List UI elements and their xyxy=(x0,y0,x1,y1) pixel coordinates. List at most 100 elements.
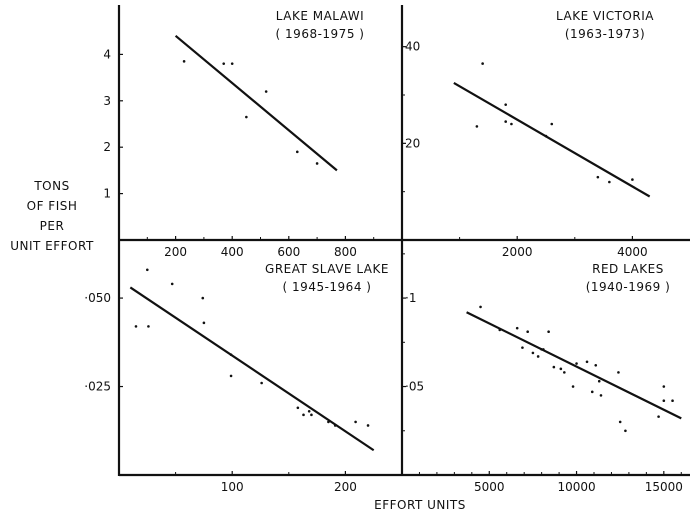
data-point xyxy=(479,305,482,309)
x-tick-label: 100 xyxy=(221,480,244,494)
data-point xyxy=(563,371,566,374)
data-point xyxy=(229,374,233,378)
data-point xyxy=(544,134,548,138)
data-point xyxy=(547,330,550,333)
data-point xyxy=(597,379,601,383)
y-tick-label: ·025 xyxy=(84,380,111,394)
data-point xyxy=(182,60,186,63)
data-point xyxy=(608,180,611,184)
x-tick-label: 400 xyxy=(221,245,244,259)
panel-red-lakes: RED LAKES (1940-1969 ) 5000 10000 15000 ·05 ·1 xyxy=(402,253,683,494)
panel-subtitle: ( 1945-1964 ) xyxy=(283,280,372,294)
x-axis-label: EFFORT UNITS xyxy=(374,498,466,512)
y-tick-label: 2 xyxy=(103,140,111,154)
y-label-line-2: OF FISH xyxy=(26,199,78,213)
data-point xyxy=(481,62,484,65)
data-point xyxy=(585,360,589,364)
data-point xyxy=(515,326,519,330)
panel-subtitle: (1940-1969 ) xyxy=(586,280,671,294)
data-point xyxy=(475,125,479,128)
data-point xyxy=(596,175,600,179)
panel-title: LAKE VICTORIA xyxy=(556,9,654,23)
x-tick-label: 5000 xyxy=(474,480,505,494)
panel-lake-victoria: LAKE VICTORIA (1963-1973) 2000 4000 20 40 xyxy=(402,9,654,259)
data-point xyxy=(307,410,311,413)
data-point xyxy=(631,178,634,181)
data-point xyxy=(618,420,622,424)
data-point xyxy=(147,325,150,328)
data-point xyxy=(222,62,226,65)
data-point xyxy=(617,371,620,374)
x-tick-label: 4000 xyxy=(617,245,648,259)
x-tick-label: 10000 xyxy=(557,480,595,494)
panel-lake-malawi: LAKE MALAWI ( 1968-1975 ) 200 400 600 800 1 2 3 4 xyxy=(103,9,375,259)
data-point xyxy=(671,399,674,402)
trend-line xyxy=(453,81,651,198)
y-tick-label: 1 xyxy=(103,187,111,201)
y-tick-label: ·1 xyxy=(405,291,416,305)
panel-title: GREAT SLAVE LAKE xyxy=(265,262,389,276)
panel-great-slave-lake: GREAT SLAVE LAKE ( 1945-1964 ) 100 200 ·025 ·… xyxy=(84,262,389,494)
panel-title: LAKE MALAWI xyxy=(276,9,364,23)
data-point xyxy=(315,162,319,165)
data-point xyxy=(657,415,660,418)
data-point xyxy=(260,381,263,385)
data-point xyxy=(559,367,563,371)
data-point xyxy=(521,346,524,349)
data-point xyxy=(594,364,598,367)
panel-subtitle: ( 1968-1975 ) xyxy=(276,27,365,41)
data-point xyxy=(504,103,507,106)
data-point xyxy=(170,282,174,286)
data-point xyxy=(662,399,666,402)
data-point xyxy=(295,150,299,154)
data-point xyxy=(245,115,248,119)
data-point xyxy=(333,424,337,427)
trend-line xyxy=(129,286,375,452)
y-tick-label: ·050 xyxy=(84,291,111,305)
y-tick-label: 40 xyxy=(405,40,420,54)
x-tick-label: 15000 xyxy=(645,480,683,494)
x-tick-label: 200 xyxy=(334,480,357,494)
data-point xyxy=(202,321,206,325)
data-point xyxy=(230,62,234,65)
y-tick-label: 20 xyxy=(405,136,420,150)
axes-frame xyxy=(117,5,690,477)
trend-line xyxy=(466,311,682,420)
data-point xyxy=(134,325,138,328)
data-point xyxy=(510,122,513,126)
data-point xyxy=(296,406,300,410)
data-point xyxy=(302,413,305,417)
x-tick-label: 600 xyxy=(277,245,300,259)
y-tick-label: ·05 xyxy=(405,380,424,394)
x-tick-label: 2000 xyxy=(502,245,533,259)
data-point xyxy=(264,90,268,93)
x-tick-label: 800 xyxy=(334,245,357,259)
data-point xyxy=(504,120,507,123)
data-point xyxy=(662,385,666,388)
y-tick-label: 3 xyxy=(103,94,111,108)
data-point xyxy=(599,394,603,397)
y-axis-label: TONS OF FISH PER UNIT EFFORT xyxy=(0,176,104,256)
data-point xyxy=(552,365,556,369)
data-point xyxy=(624,429,627,433)
data-point xyxy=(229,353,233,356)
data-point xyxy=(571,385,575,388)
data-point xyxy=(498,328,502,332)
data-point xyxy=(542,348,545,351)
data-point xyxy=(201,296,205,300)
data-point xyxy=(536,355,540,358)
y-label-line-1: TONS xyxy=(34,179,70,193)
panel-title: RED LAKES xyxy=(592,262,664,276)
data-point xyxy=(526,330,529,333)
panel-subtitle: (1963-1973) xyxy=(565,27,645,41)
x-tick-label: 200 xyxy=(164,245,187,259)
y-label-line-4: UNIT EFFORT xyxy=(10,239,94,253)
trend-line xyxy=(174,34,338,172)
data-point xyxy=(575,362,578,365)
data-point xyxy=(310,413,313,417)
data-point xyxy=(146,268,149,272)
y-tick-label: 4 xyxy=(103,47,111,61)
data-point xyxy=(531,351,535,355)
data-point xyxy=(327,420,330,424)
